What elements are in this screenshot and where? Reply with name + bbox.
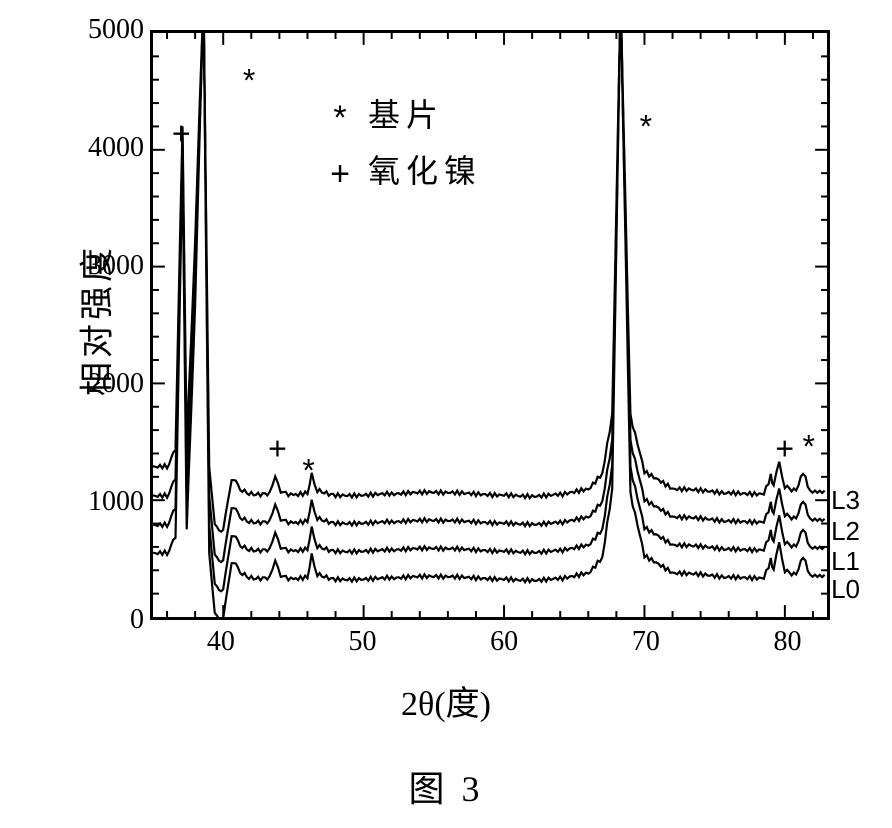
x-tick-label: 60 (474, 628, 534, 656)
x-tick-label: 50 (333, 628, 393, 656)
y-tick-label: 3000 (24, 252, 144, 280)
series-label-L0: L0 (831, 574, 860, 605)
legend: * 基片 + 氧化镍 (320, 90, 482, 202)
legend-label: 氧化镍 (368, 153, 482, 189)
asterisk-icon: * (302, 453, 314, 490)
asterisk-icon: * (320, 91, 360, 145)
plus-icon: + (775, 430, 794, 467)
y-tick-label: 5000 (24, 16, 144, 44)
y-tick-label: 0 (24, 606, 144, 634)
plot-svg (153, 33, 827, 617)
plot-area (150, 30, 830, 620)
legend-label: 基片 (368, 97, 444, 133)
series-L2 (153, 33, 825, 562)
series-label-L3: L3 (831, 485, 860, 516)
figure-caption: 图 3 (0, 760, 892, 812)
x-axis-title: 2θ(度) (0, 676, 892, 725)
plus-icon: + (268, 430, 287, 467)
asterisk-icon: * (243, 62, 255, 99)
legend-row-substrate: * 基片 (320, 90, 482, 146)
series-L1 (153, 33, 825, 591)
plus-icon: + (320, 147, 360, 201)
series-label-L2: L2 (831, 516, 860, 547)
y-tick-label: 2000 (24, 370, 144, 398)
x-tick-label: 40 (191, 628, 251, 656)
series-L3 (153, 33, 825, 532)
asterisk-icon: * (640, 108, 652, 145)
x-tick-label: 80 (758, 628, 818, 656)
y-tick-label: 1000 (24, 488, 144, 516)
series-L0 (153, 33, 825, 617)
series-label-L1: L1 (831, 546, 860, 577)
plus-icon: + (172, 115, 191, 152)
y-tick-label: 4000 (24, 134, 144, 162)
asterisk-icon: * (803, 428, 815, 465)
x-tick-label: 70 (616, 628, 676, 656)
figure-3: 相对强度 2θ(度) * 基片 + 氧化镍 图 3 01000200030004… (0, 0, 892, 828)
legend-row-nio: + 氧化镍 (320, 146, 482, 202)
